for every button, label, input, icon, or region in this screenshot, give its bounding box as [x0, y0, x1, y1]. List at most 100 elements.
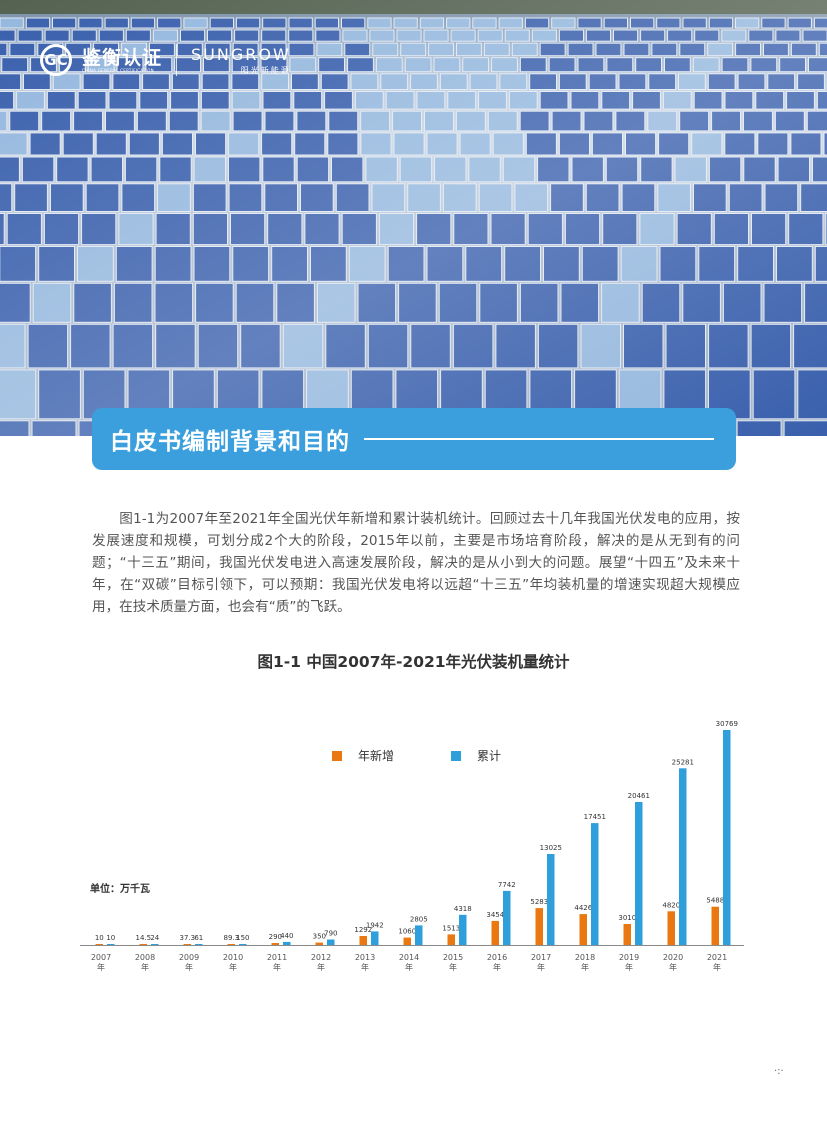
- data-label-new-2018: 4426: [574, 904, 592, 912]
- x-tick-suffix-2009: 年: [185, 962, 193, 972]
- data-label-new-2017: 5283: [530, 898, 548, 906]
- x-tick-label-2007: 2007: [91, 953, 111, 962]
- data-label-new-2012: 350: [313, 933, 326, 941]
- bar-new-2012: [315, 942, 323, 945]
- data-label-new-2021: 5488: [706, 897, 724, 905]
- data-label-cumulative-2013: 1942: [366, 921, 384, 929]
- body-paragraph: 图1-1为2007年至2021年全国光伏年新增和累计装机统计。回顾过去十几年我国…: [92, 511, 740, 615]
- data-label-new-2008: 14.5: [136, 934, 152, 942]
- sungrow-logo-en: SUNGROW: [191, 44, 291, 64]
- x-tick-label-2011: 2011: [267, 953, 287, 962]
- x-tick-label-2020: 2020: [663, 953, 683, 962]
- bar-new-2016: [491, 920, 499, 945]
- bar-new-2017: [535, 908, 543, 945]
- bar-new-2010: [227, 944, 235, 945]
- bar-new-2009: [183, 944, 191, 945]
- x-tick-suffix-2010: 年: [229, 962, 237, 972]
- page-marker: ·:·: [774, 1066, 784, 1077]
- legend-label-0: 年新增: [358, 748, 394, 763]
- x-tick-suffix-2014: 年: [405, 962, 413, 972]
- x-tick-label-2010: 2010: [223, 953, 243, 962]
- solar-panels-illustration: [0, 0, 827, 436]
- x-tick-label-2019: 2019: [619, 953, 639, 962]
- data-label-new-2015: 1513: [442, 924, 460, 932]
- bar-cumulative-2019: [635, 802, 643, 945]
- data-label-cumulative-2007: 10: [106, 934, 115, 942]
- data-label-new-2009: 37.3: [180, 934, 196, 942]
- bar-cumulative-2018: [591, 823, 599, 945]
- bar-cumulative-2011: [283, 941, 291, 945]
- data-label-cumulative-2012: 790: [324, 930, 337, 938]
- bar-new-2013: [359, 936, 367, 945]
- bar-cumulative-2008: [151, 944, 159, 945]
- data-label-new-2010: 89.3: [224, 934, 240, 942]
- x-tick-label-2012: 2012: [311, 953, 331, 962]
- bar-new-2014: [403, 937, 411, 945]
- data-label-cumulative-2018: 17451: [584, 813, 606, 821]
- certification-logo-icon: GC: [40, 44, 72, 76]
- x-tick-label-2016: 2016: [487, 953, 507, 962]
- bar-new-2018: [579, 914, 587, 945]
- logo-divider: [176, 44, 178, 76]
- data-label-cumulative-2019: 20461: [628, 792, 650, 800]
- data-label-cumulative-2008: 24: [150, 934, 159, 942]
- x-tick-suffix-2007: 年: [97, 962, 105, 972]
- data-label-new-2016: 3454: [486, 911, 504, 919]
- data-label-new-2013: 1292: [354, 926, 372, 934]
- x-tick-label-2014: 2014: [399, 953, 419, 962]
- certification-logo-cn: 鉴衡认证: [82, 46, 163, 69]
- data-label-cumulative-2020: 25281: [672, 758, 694, 766]
- hero-banner-image: GC 鉴衡认证 CHINA GENERAL CERTIFICATION SUNG…: [0, 0, 827, 436]
- data-label-new-2019: 3010: [618, 914, 636, 922]
- data-label-cumulative-2011: 440: [280, 932, 293, 940]
- x-tick-suffix-2019: 年: [625, 962, 633, 972]
- chart-title: 图1-1 中国2007年-2021年光伏装机量统计: [257, 653, 570, 671]
- bar-new-2019: [623, 924, 631, 945]
- unit-label: 单位：万千瓦: [90, 882, 150, 895]
- bar-cumulative-2013: [371, 931, 379, 945]
- data-label-cumulative-2016: 7742: [498, 881, 516, 889]
- x-tick-suffix-2008: 年: [141, 962, 149, 972]
- bar-cumulative-2012: [327, 939, 335, 945]
- data-label-cumulative-2021: 30769: [716, 720, 738, 728]
- bar-cumulative-2007: [107, 944, 115, 945]
- x-tick-suffix-2018: 年: [581, 962, 589, 972]
- x-tick-label-2009: 2009: [179, 953, 199, 962]
- bar-new-2008: [139, 944, 147, 945]
- bar-new-2020: [667, 911, 675, 945]
- x-tick-suffix-2011: 年: [273, 962, 281, 972]
- x-tick-suffix-2012: 年: [317, 962, 325, 972]
- x-tick-suffix-2017: 年: [537, 962, 545, 972]
- sungrow-logo: SUNGROW 阳光新能源: [191, 45, 291, 76]
- bar-cumulative-2017: [547, 854, 555, 945]
- data-label-cumulative-2017: 13025: [540, 844, 562, 852]
- bar-cumulative-2014: [415, 925, 423, 945]
- certification-logo-en: CHINA GENERAL CERTIFICATION: [82, 67, 154, 73]
- bar-cumulative-2015: [459, 914, 467, 945]
- section-title-rule: [364, 438, 714, 440]
- data-label-cumulative-2010: 150: [236, 934, 249, 942]
- x-tick-suffix-2015: 年: [449, 962, 457, 972]
- bar-cumulative-2010: [239, 944, 247, 945]
- sungrow-logo-cn: 阳光新能源: [240, 65, 291, 75]
- x-tick-suffix-2020: 年: [669, 962, 677, 972]
- bar-new-2011: [271, 943, 279, 945]
- bar-new-2021: [711, 906, 719, 945]
- x-tick-label-2018: 2018: [575, 953, 595, 962]
- legend-swatch-1: [451, 751, 461, 761]
- x-tick-label-2021: 2021: [707, 953, 727, 962]
- data-label-cumulative-2015: 4318: [454, 905, 472, 913]
- data-label-new-2007: 10: [95, 934, 104, 942]
- header-logos: GC 鉴衡认证 CHINA GENERAL CERTIFICATION SUNG…: [40, 40, 291, 80]
- legend-label-1: 累计: [477, 749, 501, 763]
- section-header: 白皮书编制背景和目的: [92, 408, 736, 470]
- x-tick-label-2008: 2008: [135, 953, 155, 962]
- x-tick-suffix-2016: 年: [493, 962, 501, 972]
- data-label-new-2014: 1060: [398, 928, 416, 936]
- certification-logo-text: 鉴衡认证 CHINA GENERAL CERTIFICATION: [82, 48, 162, 73]
- x-tick-suffix-2013: 年: [361, 962, 369, 972]
- bar-cumulative-2009: [195, 944, 203, 945]
- x-tick-label-2013: 2013: [355, 953, 375, 962]
- bar-cumulative-2021: [723, 730, 731, 945]
